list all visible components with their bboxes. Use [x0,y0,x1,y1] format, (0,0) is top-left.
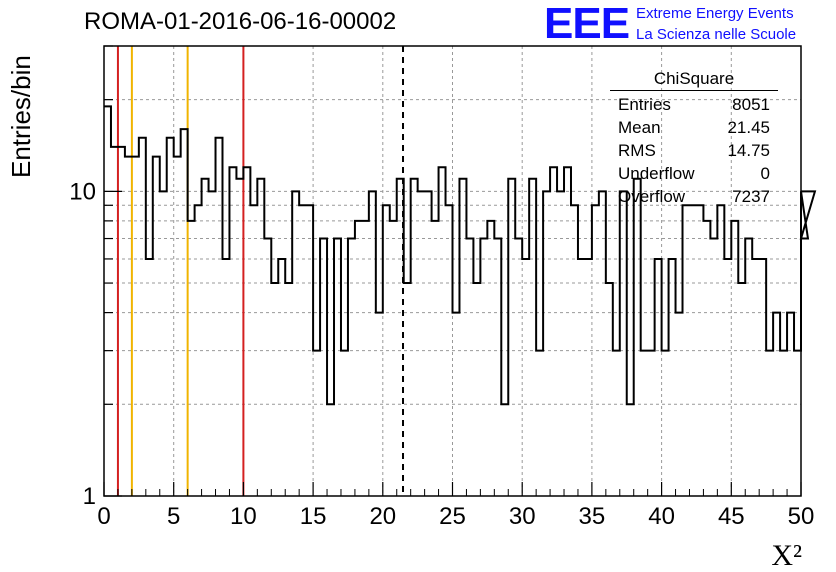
stats-label: Underflow [618,164,695,183]
x-tick-labels: 0 5 10 15 20 25 30 35 40 45 50 [97,503,814,530]
stats-label: RMS [618,141,656,160]
stats-row-entries: Entries 8051 [610,93,778,116]
stats-row-underflow: Underflow 0 [610,162,778,185]
y-tick-labels: 1 10 [69,178,96,510]
stats-title: ChiSquare [610,68,778,91]
axis-ticks [103,45,802,497]
x-tick-label: 45 [718,503,745,530]
y-tick-label: 10 [69,178,96,205]
marker-lines [116,46,405,496]
stats-box: ChiSquare Entries 8051 Mean 21.45 RMS 14… [610,68,778,208]
x-tick-label: 20 [369,503,396,530]
x-tick-label: 10 [230,503,257,530]
x-tick-label: 5 [167,503,180,530]
x-tick-label: 35 [579,503,606,530]
logo-tagline-2: La Scienza nelle Scuole [636,26,797,43]
histogram-series [104,105,817,406]
stats-label: Mean [618,118,661,137]
stats-row-overflow: Overflow 7237 [610,185,778,208]
x-tick-label: 40 [648,503,675,530]
eee-logo-mark: EEE [544,0,630,48]
stats-row-mean: Mean 21.45 [610,116,778,139]
y-tick-label: 1 [83,483,96,510]
stats-label: Entries [618,95,671,114]
y-axis-label: Entries/bin [6,55,36,178]
stats-value: 7237 [732,187,770,206]
stats-value: 21.45 [727,118,770,137]
x-axis-label: X² [771,539,802,572]
stats-value: 14.75 [727,141,770,160]
x-tick-label: 30 [509,503,536,530]
stats-value: 8051 [732,95,770,114]
stats-label: Overflow [618,187,686,206]
x-tick-label: 25 [439,503,466,530]
stats-row-rms: RMS 14.75 [610,139,778,162]
stats-value: 0 [760,164,770,183]
x-tick-label: 50 [788,503,815,530]
x-tick-label: 15 [300,503,327,530]
logo-tagline-1: Extreme Energy Events [636,5,794,22]
x-tick-label: 0 [97,503,110,530]
run-title: ROMA-01-2016-06-16-00002 [84,8,397,35]
